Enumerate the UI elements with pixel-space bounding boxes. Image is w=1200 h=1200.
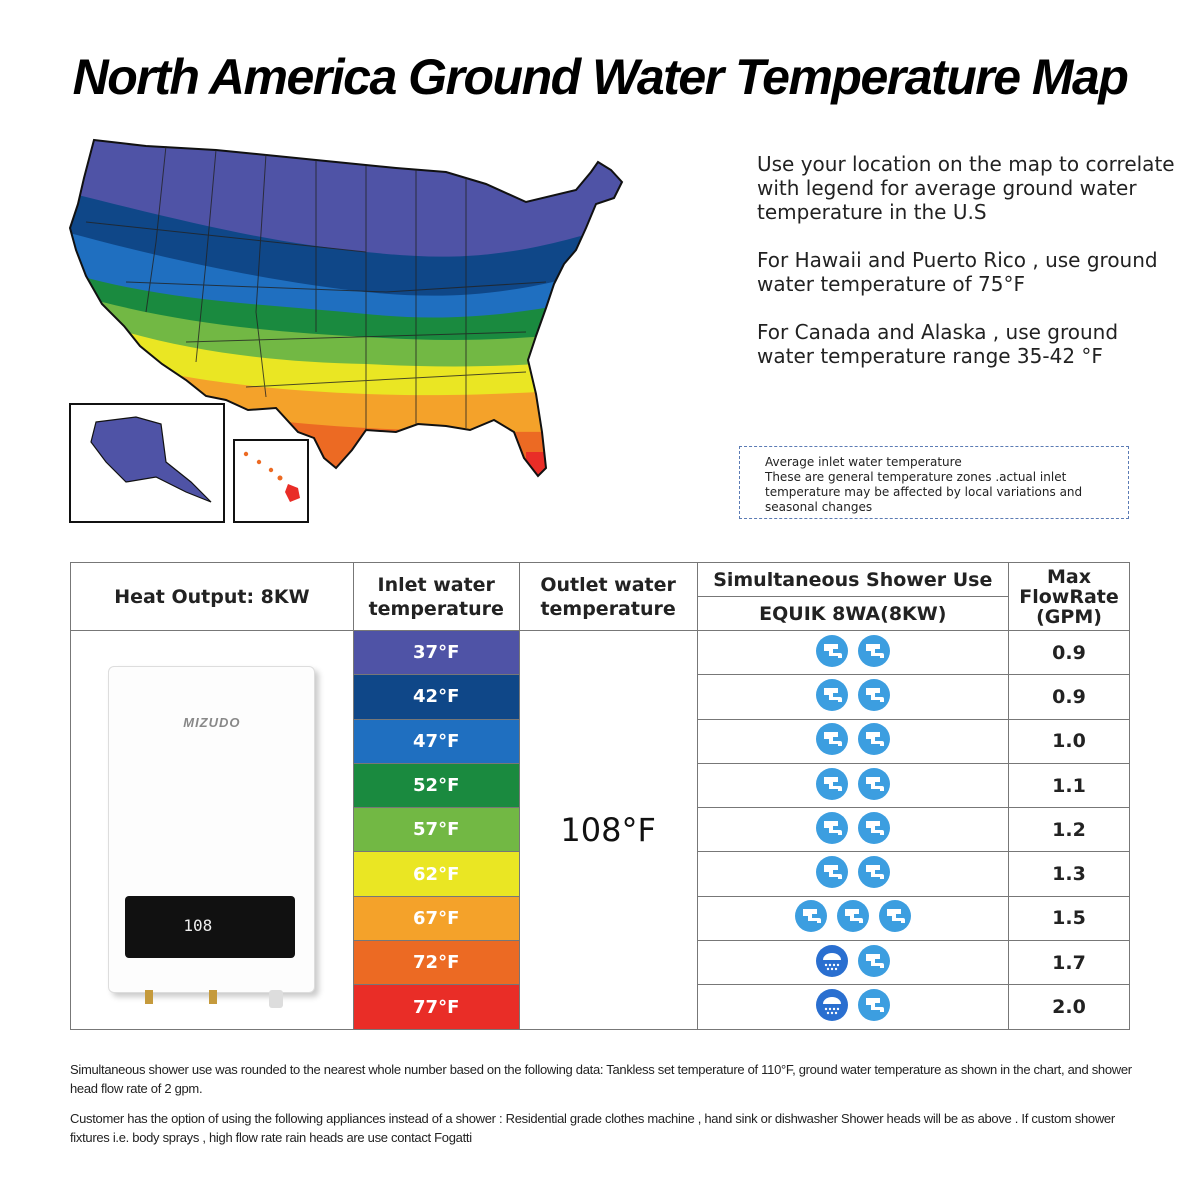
inlet-temperature: 42°F — [352, 674, 520, 720]
max-flowrate-value: 1.5 — [1008, 895, 1130, 942]
inlet-temperature: 77°F — [352, 984, 520, 1030]
faucet-icon — [857, 855, 891, 893]
outlet-header: Outlet water temperature — [518, 562, 698, 631]
faucet-icon — [836, 899, 870, 937]
table-row: 47°F 1.0 — [71, 718, 1130, 764]
display-readout: 108 — [183, 916, 213, 936]
water-heater-image: MIZUDO 108 — [108, 666, 316, 1009]
inlet-temperature: 52°F — [352, 762, 520, 809]
shower-use-header: Simultaneous Shower Use — [696, 562, 1010, 597]
simultaneous-use-icons — [696, 984, 1010, 1030]
simultaneous-use-icons — [696, 851, 1010, 897]
model-header: EQUIK 8WA(8KW) — [696, 596, 1010, 631]
faucet-icon — [815, 811, 849, 849]
table-row: 42°F 0.9 — [71, 674, 1130, 720]
simultaneous-use-icons — [696, 718, 1010, 764]
max-flowrate-value: 0.9 — [1008, 674, 1130, 720]
inlet-temperature: 47°F — [352, 718, 520, 764]
max-flowrate-value: 1.7 — [1008, 940, 1130, 986]
brand-logo: MIZUDO — [183, 715, 241, 731]
shower-head-icon — [815, 988, 849, 1026]
table-row: 77°F 2.0 — [71, 984, 1130, 1030]
control-panel: 108 — [125, 896, 296, 959]
faucet-icon — [815, 767, 849, 805]
alaska-inset — [69, 403, 225, 523]
faucet-icon — [857, 678, 891, 716]
faucet-icon — [857, 722, 891, 760]
max-flowrate-value: 1.3 — [1008, 851, 1130, 897]
max-flowrate-header: Max FlowRate (GPM) — [1008, 562, 1130, 631]
instruction-canada: For Canada and Alaska , use ground water… — [757, 320, 1119, 368]
simultaneous-use-icons — [696, 674, 1010, 720]
max-flowrate-value: 1.1 — [1008, 762, 1130, 809]
hawaii-inset — [233, 439, 309, 523]
us-ground-water-temperature-map — [66, 132, 706, 532]
map-instructions: Use your location on the map to correlat… — [757, 152, 1177, 392]
faucet-icon — [857, 767, 891, 805]
table-row: 67°F 1.5 — [71, 895, 1130, 942]
simultaneous-use-icons — [696, 762, 1010, 809]
inlet-header: Inlet water temperature — [352, 562, 520, 631]
faucet-icon — [815, 722, 849, 760]
faucet-icon — [857, 811, 891, 849]
instruction-us: Use your location on the map to correlat… — [757, 152, 1175, 224]
simultaneous-use-icons — [696, 807, 1010, 853]
instruction-hawaii: For Hawaii and Puerto Rico , use ground … — [757, 248, 1158, 296]
max-flowrate-value: 1.2 — [1008, 807, 1130, 853]
temperature-note-box: Average inlet water temperature These ar… — [739, 446, 1129, 519]
max-flowrate-value: 1.0 — [1008, 718, 1130, 764]
table-row: 62°F 1.3 — [71, 851, 1130, 897]
inlet-temperature: 37°F — [352, 629, 520, 676]
faucet-icon — [857, 944, 891, 982]
table-row: 52°F 1.1 — [71, 762, 1130, 809]
faucet-icon — [878, 899, 912, 937]
inlet-temperature: 57°F — [352, 807, 520, 853]
heat-output-header: Heat Output: 8KW — [70, 562, 354, 631]
page-title: North America Ground Water Temperature M… — [72, 49, 1129, 105]
footnote-appliances: Customer has the option of using the fol… — [70, 1111, 1115, 1145]
faucet-icon — [815, 678, 849, 716]
product-image-cell: MIZUDO 108 — [70, 630, 354, 1030]
inlet-temperature: 67°F — [352, 895, 520, 942]
table-row: MIZUDO 108 37°F 108°F 0.9 — [70, 629, 1130, 1030]
outlet-temperature: 108°F — [518, 630, 698, 1030]
faucet-icon — [815, 855, 849, 893]
note-heading: Average inlet water temperature — [765, 455, 962, 469]
note-body: These are general temperature zones .act… — [765, 470, 1083, 514]
shower-head-icon — [815, 944, 849, 982]
inlet-temperature: 72°F — [352, 940, 520, 986]
inlet-temperature: 62°F — [352, 851, 520, 897]
spec-table: Heat Output: 8KW Inlet water temperature… — [70, 562, 1130, 1030]
faucet-icon — [794, 899, 828, 937]
simultaneous-use-icons — [696, 629, 1010, 676]
max-flowrate-value: 2.0 — [1008, 984, 1130, 1030]
faucet-icon — [857, 634, 891, 672]
footnote-rounding: Simultaneous shower use was rounded to t… — [70, 1062, 1132, 1096]
table-row: 72°F 1.7 — [71, 940, 1130, 986]
simultaneous-use-icons — [696, 895, 1010, 942]
simultaneous-use-icons — [696, 940, 1010, 986]
faucet-icon — [815, 634, 849, 672]
max-flowrate-value: 0.9 — [1008, 629, 1130, 676]
faucet-icon — [857, 988, 891, 1026]
